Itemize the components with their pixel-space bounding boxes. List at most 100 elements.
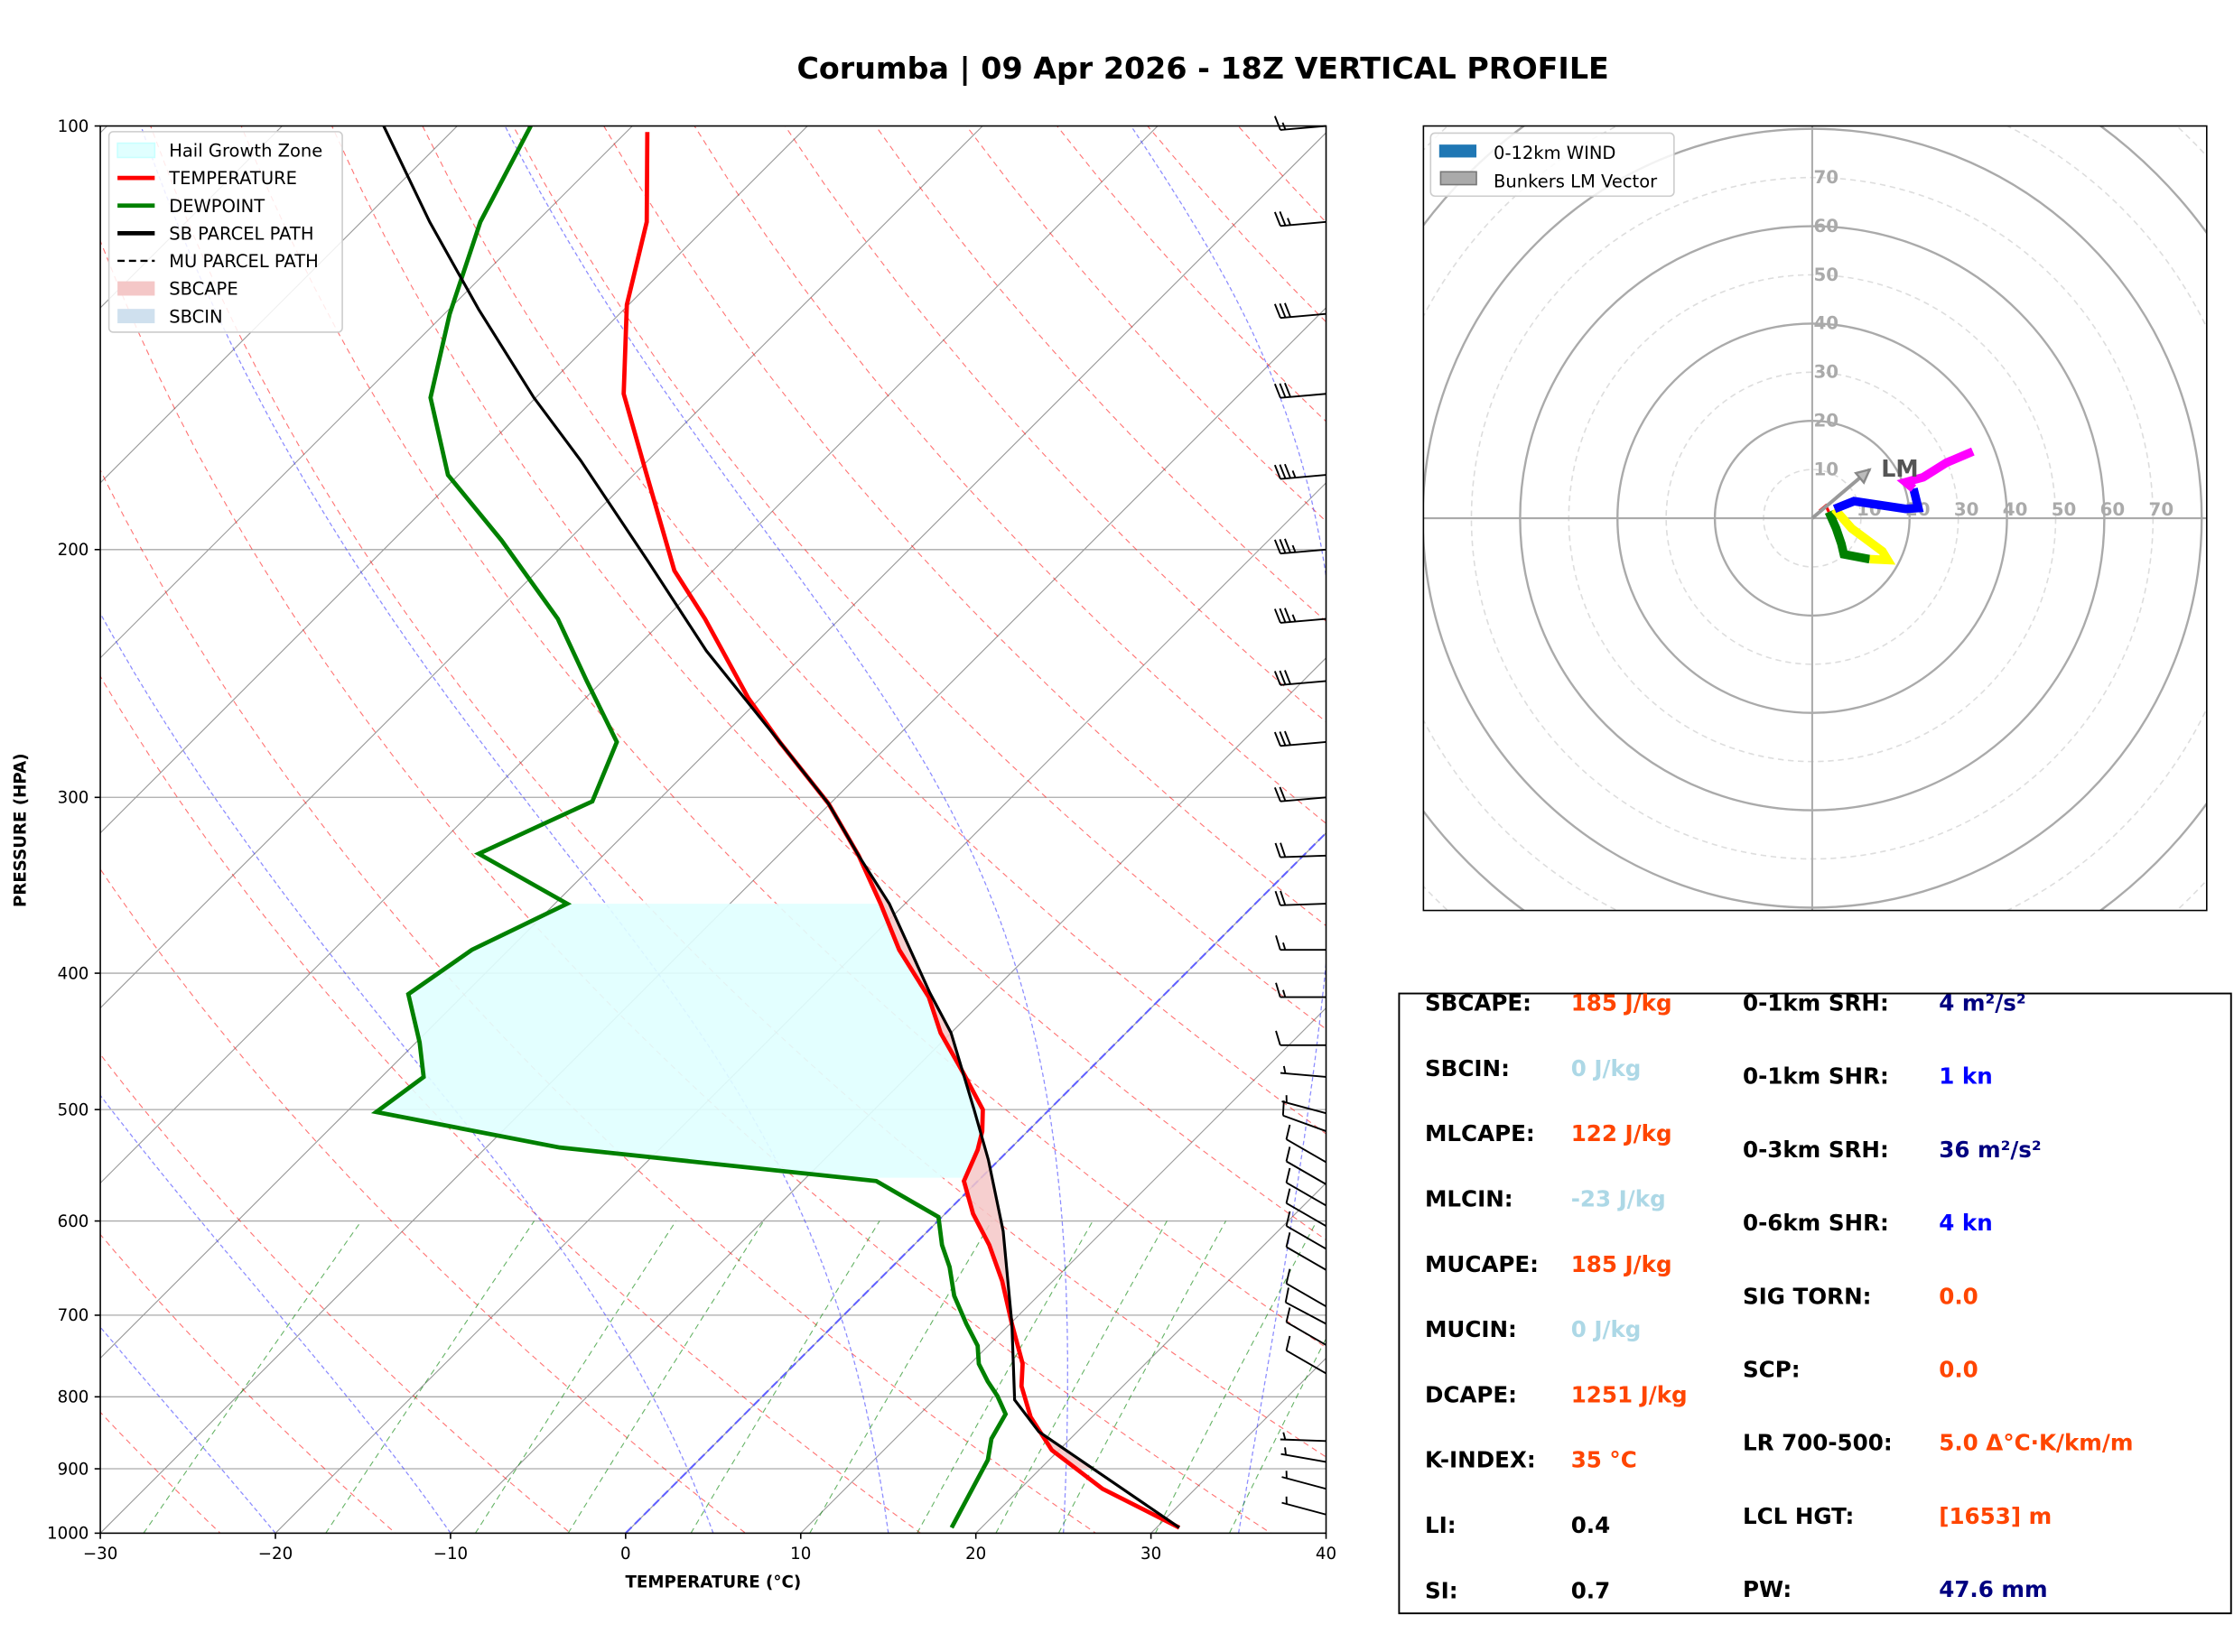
barb-full bbox=[1285, 1188, 1291, 1204]
stat-label: SIG TORN: bbox=[1743, 1283, 1871, 1309]
wind-barb bbox=[1281, 1471, 1326, 1490]
y-tick-label: 600 bbox=[58, 1212, 89, 1231]
hodograph-ring-label: 30 bbox=[1813, 362, 1838, 383]
hodograph-ring-label: 20 bbox=[1813, 411, 1838, 432]
barb-full bbox=[1279, 786, 1287, 802]
barb-staff bbox=[1280, 680, 1326, 686]
stat-label: 0-3km SRH: bbox=[1743, 1137, 1889, 1163]
barb-full bbox=[1279, 670, 1287, 685]
barb-full bbox=[1273, 383, 1281, 399]
dry-adiabat bbox=[100, 675, 922, 1534]
barb-staff bbox=[1286, 1182, 1327, 1207]
x-tick-label: 40 bbox=[1316, 1545, 1336, 1564]
legend-patch-wind bbox=[1438, 144, 1477, 158]
barb-full bbox=[1275, 982, 1281, 998]
stat-value: 122 J/kg bbox=[1571, 1120, 1672, 1146]
stat-value: -23 J/kg bbox=[1571, 1186, 1666, 1212]
wind-barb bbox=[1273, 730, 1326, 747]
x-tick-label: 10 bbox=[790, 1545, 811, 1564]
stat-label: SBCAPE: bbox=[1425, 990, 1531, 1016]
barb-full bbox=[1274, 842, 1281, 858]
stat-label: MLCAPE: bbox=[1425, 1120, 1535, 1146]
stat-value: 0.0 bbox=[1939, 1283, 1978, 1309]
bunkers-lm-arrowhead bbox=[1854, 468, 1872, 485]
legend-label: DEWPOINT bbox=[169, 196, 265, 217]
barb-staff bbox=[1280, 1072, 1326, 1078]
barb-staff bbox=[1282, 1114, 1326, 1132]
stat-label: 0-6km SHR: bbox=[1743, 1210, 1889, 1236]
y-tick-label: 800 bbox=[58, 1388, 89, 1407]
hodograph-ring-label: 40 bbox=[1813, 313, 1838, 334]
barb-full bbox=[1284, 302, 1291, 318]
stats-panel: SBCAPE: 185 J/kg SBCIN: 0 J/kg MLCAPE: 122 J/… bbox=[1398, 990, 2232, 1615]
stat-value: 4 m²/s² bbox=[1939, 990, 2025, 1016]
legend-patch bbox=[117, 281, 155, 296]
skewt-profiles bbox=[370, 125, 1181, 1530]
barb-full bbox=[1284, 1287, 1289, 1303]
legend-label: Hail Growth Zone bbox=[169, 141, 322, 162]
barb-full bbox=[1273, 539, 1281, 554]
isotherm bbox=[100, 125, 1159, 1184]
wind-barb bbox=[1285, 1211, 1327, 1250]
moist-adiabat bbox=[100, 612, 714, 1534]
y-tick-label: 200 bbox=[58, 541, 89, 560]
stat-label: SBCIN: bbox=[1425, 1055, 1510, 1081]
barb-half bbox=[1291, 614, 1297, 622]
wind-barb bbox=[1273, 670, 1326, 686]
legend-label: MU PARCEL PATH bbox=[169, 251, 319, 272]
barb-full bbox=[1279, 464, 1287, 479]
stat-value: 36 m²/s² bbox=[1939, 1137, 2041, 1163]
barb-full bbox=[1273, 786, 1281, 803]
wind-barb bbox=[1273, 302, 1326, 320]
x-tick-label: 20 bbox=[965, 1545, 986, 1564]
legend-label-lm: Bunkers LM Vector bbox=[1494, 172, 1658, 192]
stat-label: LI: bbox=[1425, 1512, 1457, 1538]
barb-staff bbox=[1286, 1138, 1327, 1164]
barb-half bbox=[1284, 1447, 1287, 1455]
barb-staff bbox=[1285, 1301, 1326, 1325]
legend-label: TEMPERATURE bbox=[168, 168, 297, 189]
barb-full bbox=[1285, 1307, 1291, 1323]
barb-full bbox=[1275, 1030, 1281, 1046]
mixing-ratio-line bbox=[1057, 1220, 1227, 1534]
stat-value: 0 J/kg bbox=[1571, 1316, 1642, 1342]
legend-label: SB PARCEL PATH bbox=[169, 223, 313, 244]
hodograph-ring-label: 10 bbox=[1813, 459, 1838, 479]
barb-staff bbox=[1286, 1202, 1327, 1227]
barb-half bbox=[1282, 1432, 1287, 1440]
wind-barb bbox=[1274, 890, 1326, 906]
barb-staff bbox=[1280, 312, 1326, 320]
temperature-line bbox=[621, 132, 1181, 1530]
barb-full bbox=[1285, 1124, 1291, 1140]
stat-label: PW: bbox=[1743, 1576, 1792, 1602]
isotherm bbox=[100, 125, 809, 834]
stat-value: 5.0 Δ°C·K/km/m bbox=[1939, 1430, 2133, 1456]
hodograph-legend: 0-12km WIND Bunkers LM Vector bbox=[1429, 132, 1675, 198]
wind-barb bbox=[1273, 538, 1326, 555]
y-tick-label: 700 bbox=[58, 1306, 89, 1325]
hodograph-ring-label: 60 bbox=[1813, 216, 1838, 237]
mixing-ratio-line bbox=[325, 1220, 535, 1534]
hodograph-ring-label: 70 bbox=[1813, 167, 1838, 188]
mixing-ratio-line bbox=[995, 1220, 1168, 1534]
skewt-frame bbox=[99, 125, 1327, 1535]
barb-full bbox=[1273, 464, 1281, 479]
barb-full bbox=[1273, 303, 1281, 319]
mixing-ratio-line bbox=[567, 1220, 765, 1534]
stat-value: 185 J/kg bbox=[1571, 990, 1672, 1016]
moist-adiabat bbox=[504, 125, 1068, 1534]
y-tick-label: 900 bbox=[58, 1460, 89, 1479]
stat-label: MUCAPE: bbox=[1425, 1251, 1539, 1277]
barb-staff bbox=[1280, 617, 1326, 624]
barb-full bbox=[1280, 842, 1287, 858]
stat-value: 0 J/kg bbox=[1571, 1055, 1642, 1081]
stat-label: 0-1km SRH: bbox=[1743, 990, 1889, 1016]
stat-value: 185 J/kg bbox=[1571, 1251, 1672, 1277]
mixing-ratio-line bbox=[917, 1220, 1094, 1534]
wind-barb bbox=[1285, 1268, 1327, 1307]
barb-staff bbox=[1281, 1100, 1326, 1115]
barb-staff bbox=[1281, 1476, 1326, 1490]
